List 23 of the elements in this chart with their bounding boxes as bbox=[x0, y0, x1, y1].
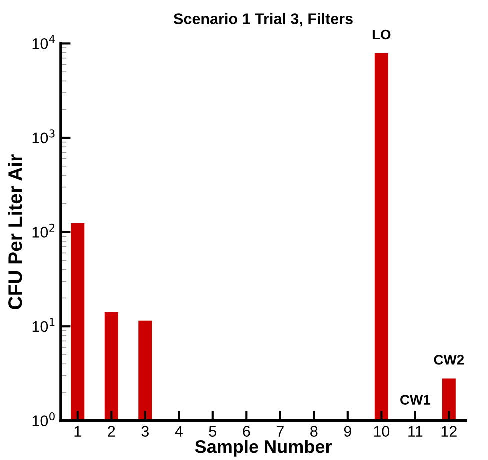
x-tick-label: 5 bbox=[209, 426, 216, 437]
y-axis-title: CFU Per Liter Air bbox=[8, 154, 22, 310]
annotation: CW1 bbox=[400, 395, 430, 405]
chart-title: Scenario 1 Trial 3, Filters bbox=[174, 13, 353, 27]
x-tick-label: 1 bbox=[74, 426, 82, 437]
x-tick-label: 6 bbox=[243, 426, 250, 437]
x-tick-label: 9 bbox=[344, 426, 352, 437]
y-tick-label: 10$^{1}$ bbox=[32, 318, 55, 332]
x-axis-title: Sample Number bbox=[195, 440, 332, 457]
y-tick-label: 10$^{3}$ bbox=[32, 130, 55, 144]
x-tick-label: 2 bbox=[108, 426, 116, 437]
annotation: CW2 bbox=[434, 355, 464, 365]
x-tick-label: 8 bbox=[310, 426, 318, 437]
y-tick-label: 10$^{0}$ bbox=[32, 412, 55, 426]
x-tick-label: 7 bbox=[276, 426, 284, 437]
x-tick-label: 10 bbox=[374, 426, 390, 437]
x-tick-label: 3 bbox=[142, 426, 149, 437]
y-tick-label: 10$^{2}$ bbox=[32, 224, 55, 238]
x-tick-label: 4 bbox=[175, 426, 183, 437]
y-tick-label: 10$^{4}$ bbox=[32, 35, 56, 50]
annotation: LO bbox=[372, 30, 391, 40]
x-tick-label: 12 bbox=[442, 426, 457, 437]
x-tick-label: 11 bbox=[408, 426, 423, 437]
